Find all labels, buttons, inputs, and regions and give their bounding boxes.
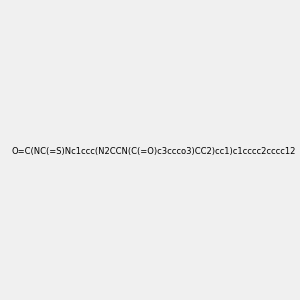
Text: O=C(NC(=S)Nc1ccc(N2CCN(C(=O)c3ccco3)CC2)cc1)c1cccc2cccc12: O=C(NC(=S)Nc1ccc(N2CCN(C(=O)c3ccco3)CC2)… [12,147,296,156]
